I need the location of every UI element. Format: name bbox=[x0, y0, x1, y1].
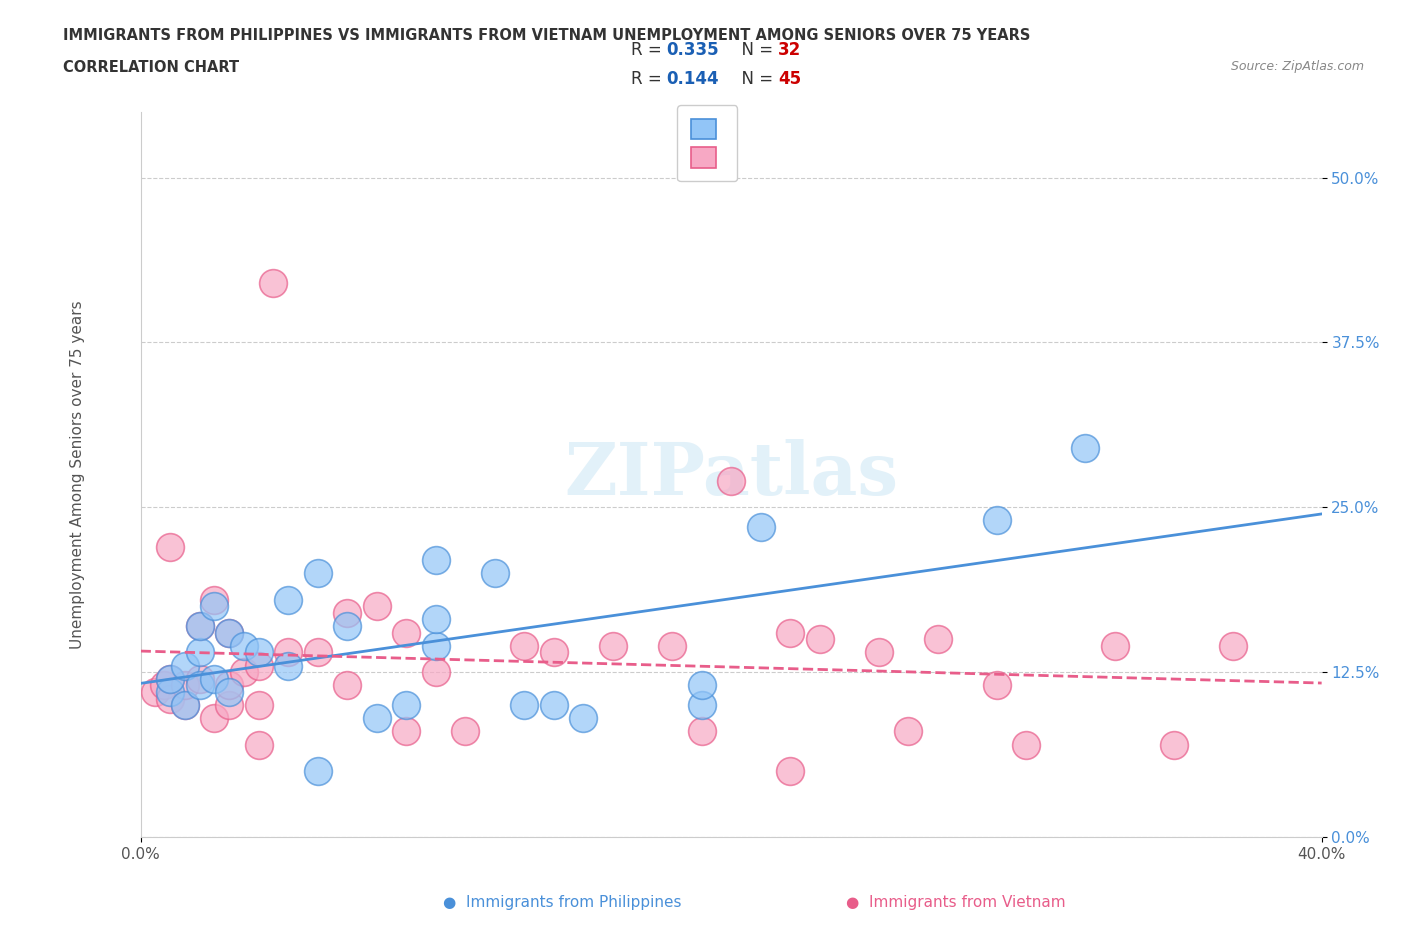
Point bbox=[897, 724, 920, 739]
Point bbox=[868, 644, 890, 659]
Point bbox=[174, 658, 197, 673]
Point bbox=[986, 678, 1008, 693]
Point bbox=[307, 565, 329, 580]
Point bbox=[188, 678, 211, 693]
Point bbox=[233, 665, 256, 680]
Point bbox=[690, 698, 713, 712]
Point bbox=[153, 678, 176, 693]
Text: N =: N = bbox=[731, 70, 779, 88]
Point bbox=[602, 638, 624, 653]
Point bbox=[277, 658, 299, 673]
Point bbox=[218, 625, 240, 640]
Point bbox=[159, 691, 181, 706]
Point bbox=[218, 684, 240, 699]
Text: IMMIGRANTS FROM PHILIPPINES VS IMMIGRANTS FROM VIETNAM UNEMPLOYMENT AMONG SENIOR: IMMIGRANTS FROM PHILIPPINES VS IMMIGRANT… bbox=[63, 28, 1031, 43]
Point bbox=[366, 711, 388, 725]
Point bbox=[307, 644, 329, 659]
Point bbox=[779, 625, 801, 640]
Point bbox=[572, 711, 595, 725]
Point bbox=[174, 678, 197, 693]
Text: R =: R = bbox=[631, 70, 666, 88]
Point bbox=[690, 678, 713, 693]
Point bbox=[202, 599, 225, 614]
Point bbox=[188, 644, 211, 659]
Point bbox=[1163, 737, 1185, 752]
Text: ●  Immigrants from Vietnam: ● Immigrants from Vietnam bbox=[846, 895, 1066, 910]
Text: 45: 45 bbox=[779, 70, 801, 88]
Point bbox=[247, 658, 270, 673]
Point bbox=[336, 605, 359, 620]
Point bbox=[336, 678, 359, 693]
Point bbox=[188, 618, 211, 633]
Text: Source: ZipAtlas.com: Source: ZipAtlas.com bbox=[1230, 60, 1364, 73]
Point bbox=[425, 665, 447, 680]
Point bbox=[159, 671, 181, 686]
Point bbox=[202, 592, 225, 607]
Point bbox=[145, 684, 166, 699]
Point bbox=[188, 618, 211, 633]
Point bbox=[277, 644, 299, 659]
Text: ZIPatlas: ZIPatlas bbox=[564, 439, 898, 510]
Point bbox=[454, 724, 477, 739]
Point bbox=[336, 618, 359, 633]
Point bbox=[174, 698, 197, 712]
Text: ●  Immigrants from Philippines: ● Immigrants from Philippines bbox=[443, 895, 682, 910]
Text: R =: R = bbox=[631, 41, 666, 59]
Point bbox=[661, 638, 683, 653]
Point bbox=[277, 592, 299, 607]
Point bbox=[202, 671, 225, 686]
Point bbox=[159, 671, 181, 686]
Point bbox=[484, 565, 506, 580]
Point bbox=[720, 473, 742, 488]
Point bbox=[218, 678, 240, 693]
Point bbox=[690, 724, 713, 739]
Point bbox=[262, 275, 284, 290]
Point bbox=[159, 539, 181, 554]
Point bbox=[779, 764, 801, 778]
Point bbox=[159, 684, 181, 699]
Point bbox=[247, 698, 270, 712]
Point bbox=[188, 671, 211, 686]
Point bbox=[425, 638, 447, 653]
Point bbox=[247, 737, 270, 752]
Text: 0.144: 0.144 bbox=[666, 70, 718, 88]
Y-axis label: Unemployment Among Seniors over 75 years: Unemployment Among Seniors over 75 years bbox=[70, 300, 84, 648]
Point bbox=[749, 520, 772, 535]
Point bbox=[543, 698, 565, 712]
Text: 32: 32 bbox=[779, 41, 801, 59]
Point bbox=[425, 552, 447, 567]
Text: N =: N = bbox=[731, 41, 779, 59]
Point bbox=[395, 698, 418, 712]
Point bbox=[513, 638, 536, 653]
Point bbox=[425, 612, 447, 627]
Legend: , : , bbox=[678, 105, 738, 181]
Point bbox=[233, 638, 256, 653]
Point bbox=[808, 631, 831, 646]
Point bbox=[247, 644, 270, 659]
Point bbox=[218, 625, 240, 640]
Point bbox=[513, 698, 536, 712]
Point bbox=[307, 764, 329, 778]
Point bbox=[1015, 737, 1038, 752]
Point bbox=[366, 599, 388, 614]
Point bbox=[1222, 638, 1244, 653]
Point bbox=[543, 644, 565, 659]
Point bbox=[218, 698, 240, 712]
Point bbox=[986, 513, 1008, 528]
Point bbox=[1074, 441, 1097, 456]
Point bbox=[927, 631, 949, 646]
Point bbox=[174, 698, 197, 712]
Point bbox=[395, 724, 418, 739]
Point bbox=[202, 711, 225, 725]
Point bbox=[1104, 638, 1126, 653]
Text: CORRELATION CHART: CORRELATION CHART bbox=[63, 60, 239, 75]
Point bbox=[395, 625, 418, 640]
Text: 0.335: 0.335 bbox=[666, 41, 718, 59]
